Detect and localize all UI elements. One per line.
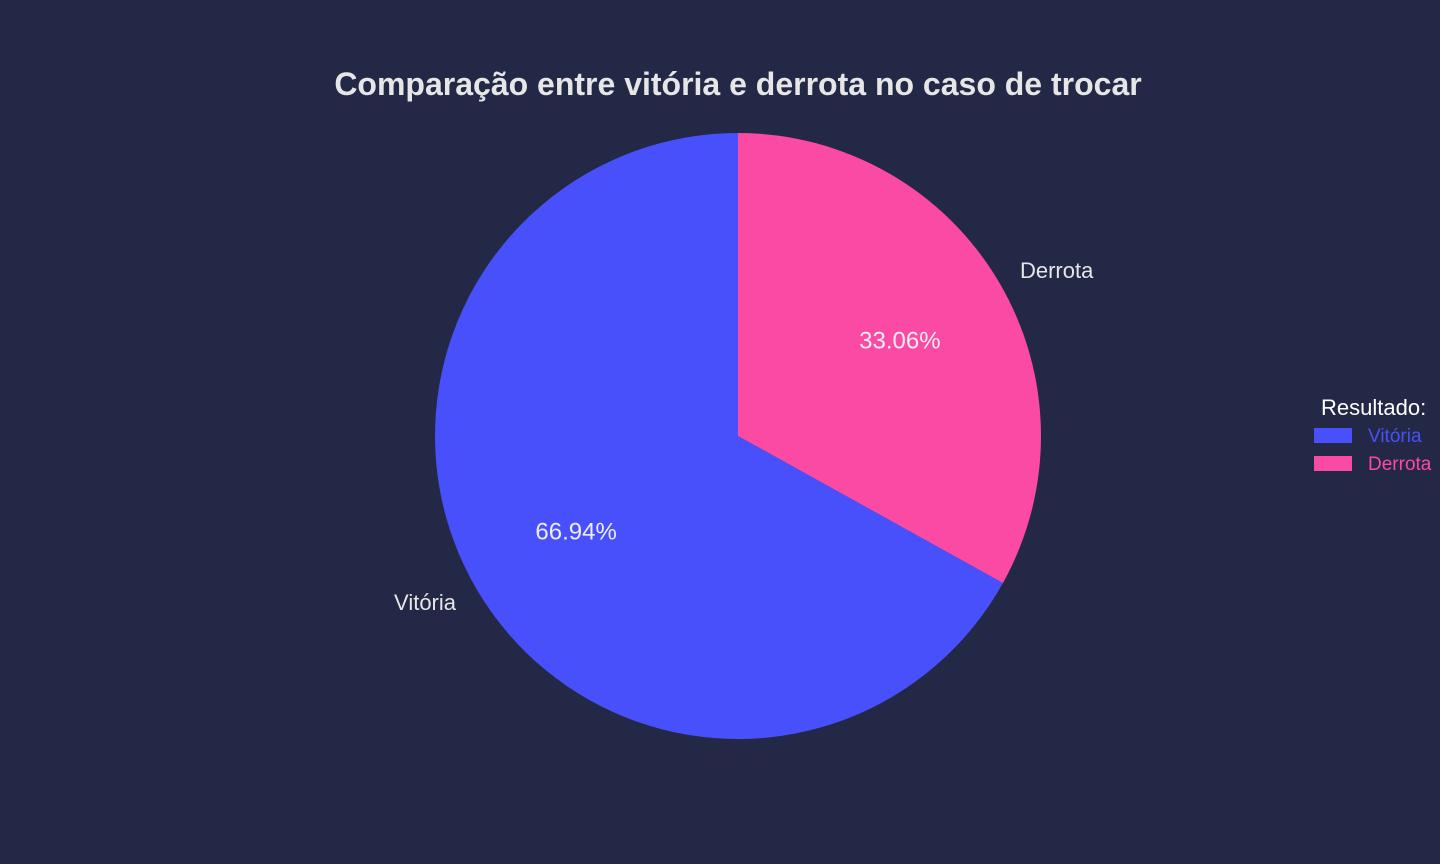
pie-slice-vitoria[interactable] bbox=[435, 133, 1003, 740]
legend-label-vitoria[interactable]: Vitória bbox=[1368, 426, 1422, 447]
slice-category-label-derrota: Derrota bbox=[1020, 258, 1094, 283]
legend-items: Vitória Derrota bbox=[1314, 426, 1432, 475]
slice-value-label-vitoria: 66.94% bbox=[535, 518, 616, 545]
pie-labels: 66.94% Vitória 33.06% Derrota bbox=[394, 258, 1094, 615]
pie-slice-derrota[interactable] bbox=[738, 133, 1041, 583]
slice-value-label-derrota: 33.06% bbox=[859, 328, 940, 355]
legend-swatch-vitoria[interactable] bbox=[1314, 428, 1352, 443]
legend-label-derrota[interactable]: Derrota bbox=[1368, 454, 1432, 475]
pie-slices bbox=[435, 133, 1041, 740]
chart-title: Comparação entre vitória e derrota no ca… bbox=[334, 66, 1141, 102]
legend-swatch-derrota[interactable] bbox=[1314, 456, 1352, 471]
slice-category-label-vitoria: Vitória bbox=[394, 590, 457, 615]
legend: Resultado: Vitória Derrota bbox=[1314, 395, 1432, 475]
legend-title: Resultado: bbox=[1321, 395, 1426, 420]
